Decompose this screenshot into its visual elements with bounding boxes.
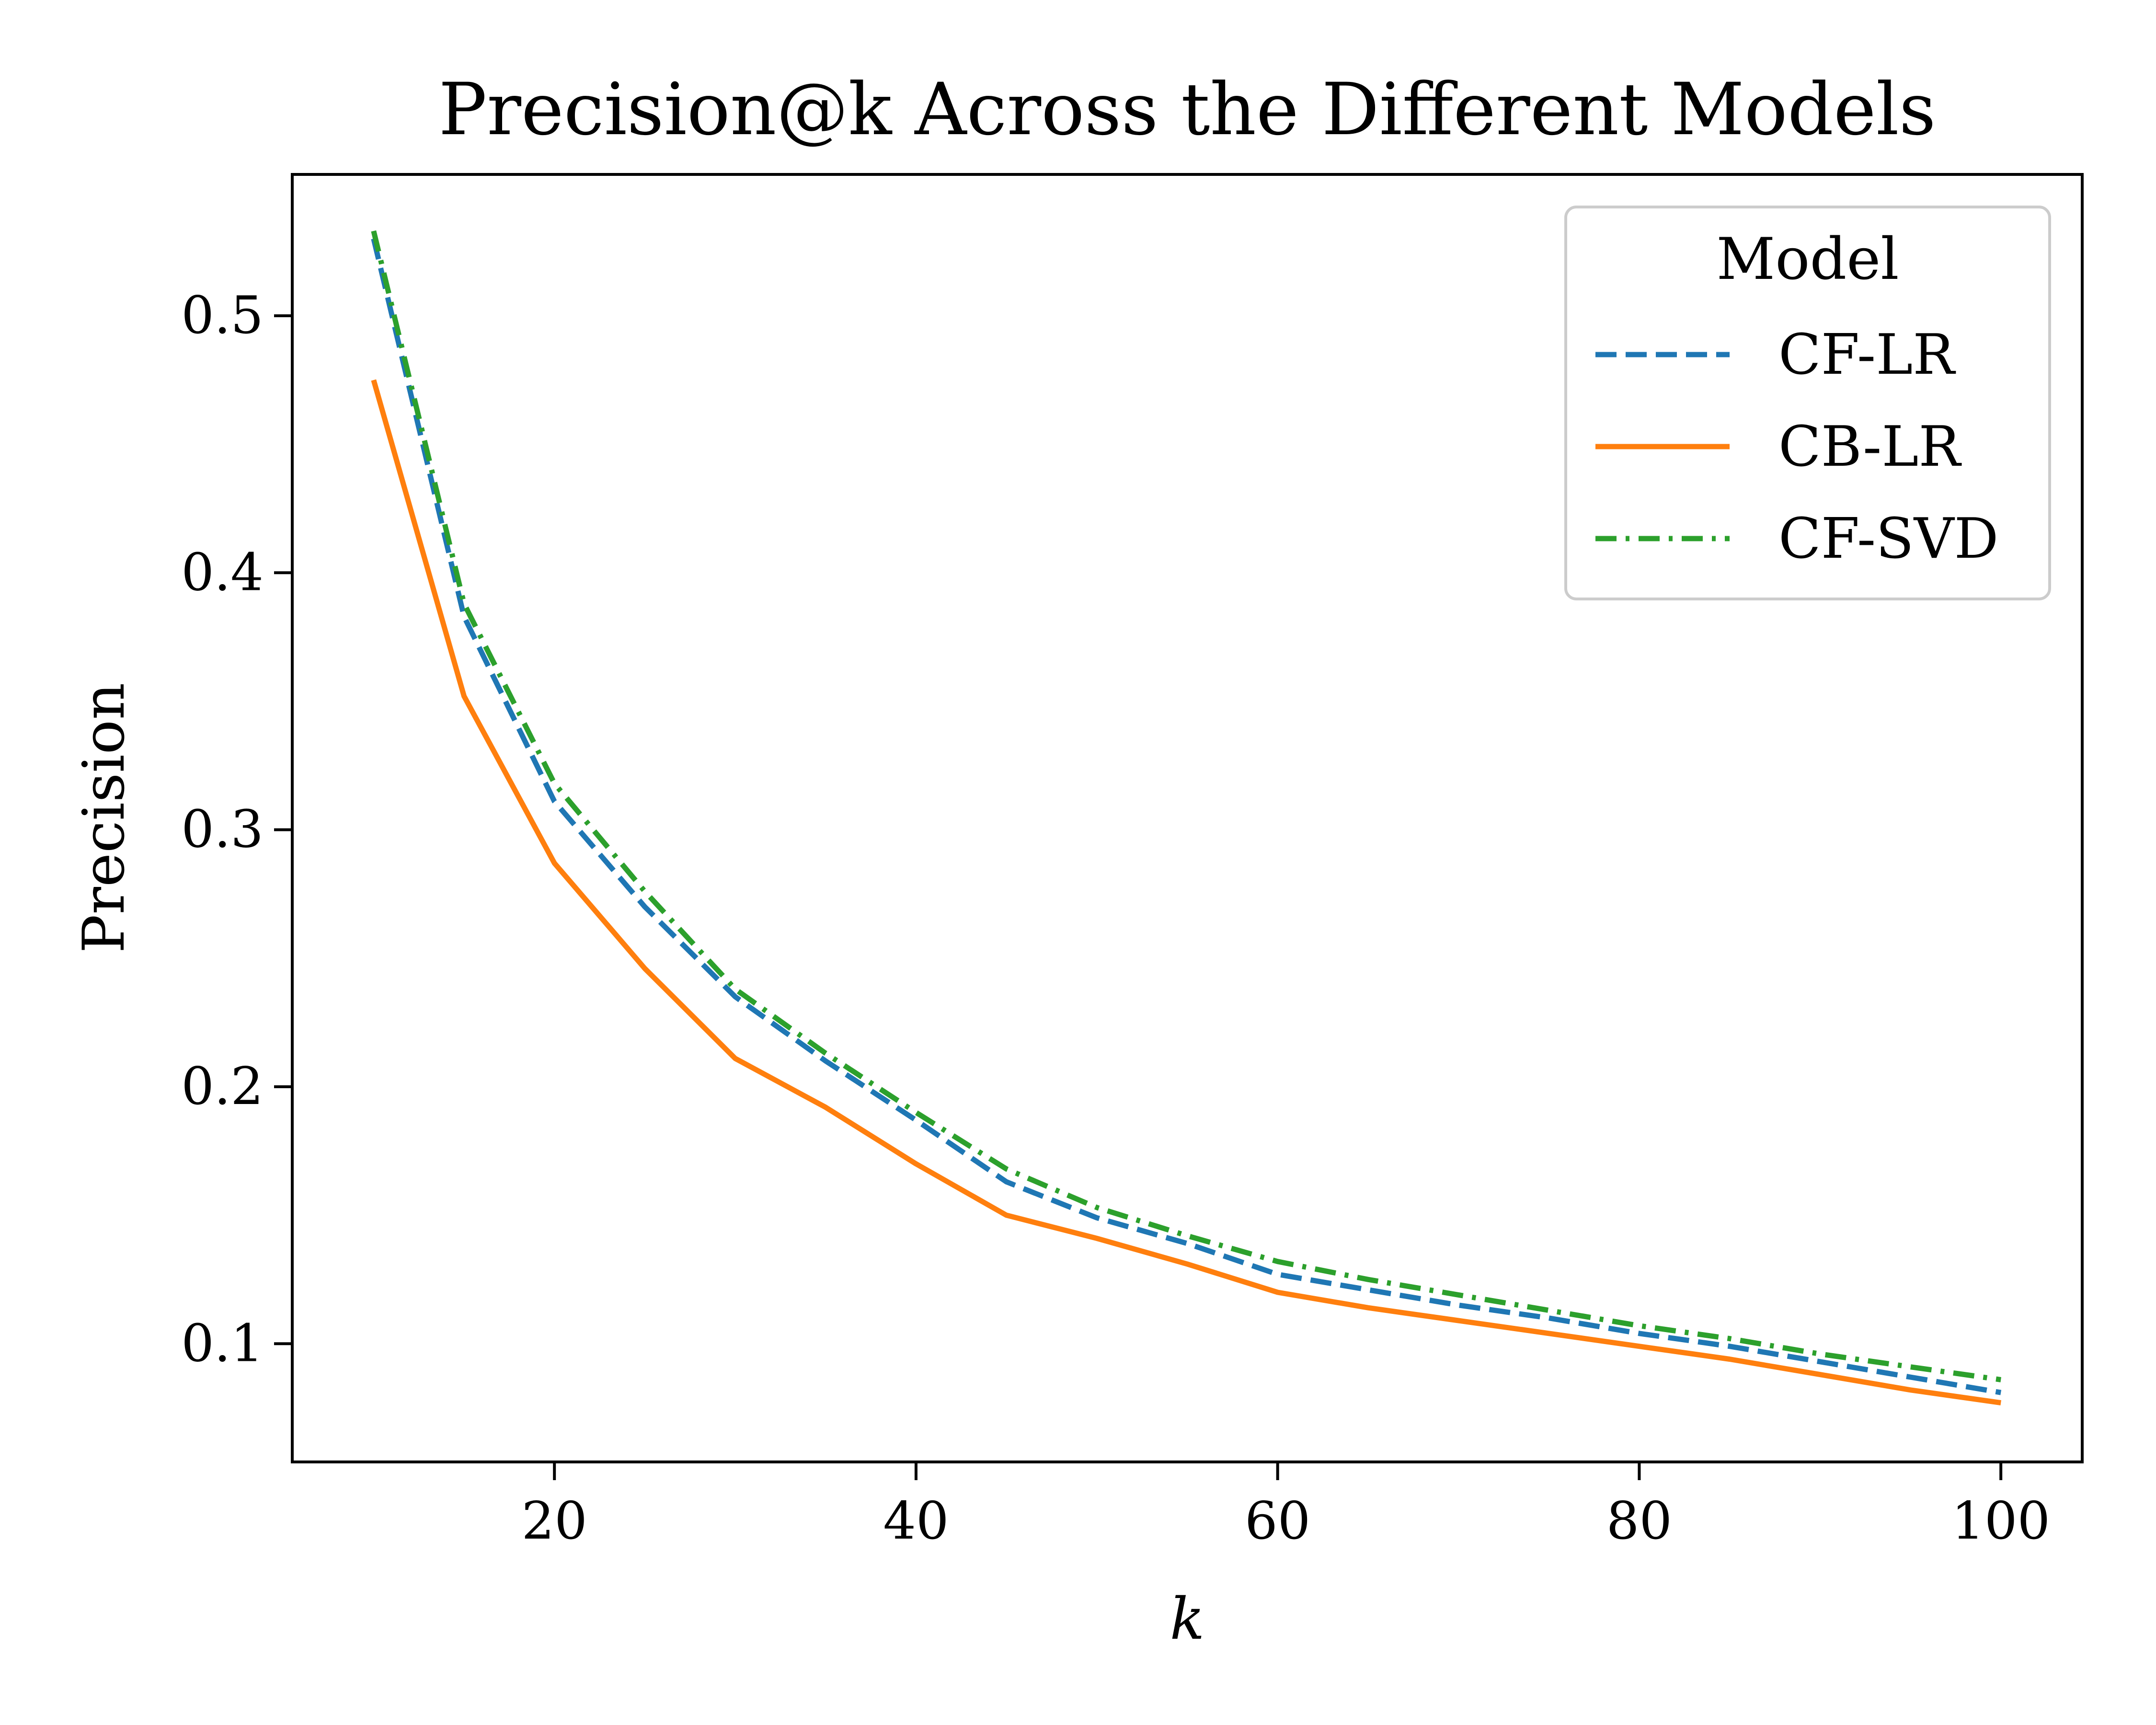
data-point-cf-lr-35 [823, 1058, 828, 1064]
data-point-cf-lr-70 [1456, 1302, 1461, 1308]
x-tick-label: 40 [883, 1491, 949, 1551]
data-point-cb-lr-65 [1365, 1305, 1371, 1311]
data-point-cf-svd-70 [1456, 1292, 1461, 1298]
legend-label-cb-lr: CB-LR [1778, 414, 1962, 479]
data-point-cb-lr-35 [823, 1104, 828, 1110]
data-point-cf-svd-65 [1365, 1276, 1371, 1282]
x-tick-label: 80 [1606, 1491, 1672, 1551]
data-point-cf-svd-25 [642, 888, 648, 894]
data-point-cf-lr-40 [913, 1117, 919, 1123]
legend-entry-cf-lr: CF-LR [1595, 322, 1956, 387]
x-axis-label: k [1170, 1586, 1205, 1653]
data-point-cb-lr-95 [1908, 1387, 1914, 1393]
y-tick-label: 0.2 [181, 1057, 264, 1116]
plot-frame [291, 173, 2084, 1463]
data-point-cf-lr-65 [1365, 1287, 1371, 1293]
x-tick-label: 20 [521, 1491, 587, 1551]
data-point-cf-lr-30 [733, 994, 738, 1000]
data-point-cb-lr-55 [1184, 1261, 1190, 1267]
data-point-cb-lr-15 [461, 693, 467, 699]
data-point-cf-svd-45 [1004, 1166, 1009, 1172]
data-point-cf-svd-90 [1817, 1351, 1823, 1357]
data-point-cf-svd-15 [461, 601, 467, 607]
data-point-cb-lr-50 [1094, 1235, 1100, 1241]
y-tick-label: 0.3 [181, 800, 264, 860]
data-point-cb-lr-100 [1998, 1400, 2004, 1406]
data-point-cb-lr-20 [551, 860, 557, 866]
chart-title: Precision@k Across the Different Models [438, 68, 1936, 151]
y-tick-label: 0.5 [181, 286, 264, 345]
legend-entry-cf-svd: CF-SVD [1595, 506, 1998, 571]
legend-label-cf-lr: CF-LR [1778, 322, 1956, 387]
series-layer [371, 228, 2004, 1406]
data-point-cb-lr-45 [1004, 1212, 1009, 1218]
data-point-cf-svd-20 [551, 781, 557, 786]
legend-entries: CF-LR CB-LR CF-SVD [1595, 322, 1998, 571]
series-cf-svd [371, 228, 2004, 1382]
series-line-cb-lr [371, 379, 2001, 1406]
data-point-cf-svd-75 [1546, 1308, 1552, 1313]
series-cb-lr [371, 377, 2004, 1406]
data-point-cb-lr-25 [642, 966, 648, 971]
data-point-cb-lr-90 [1817, 1372, 1823, 1378]
data-point-cb-lr-70 [1456, 1318, 1461, 1323]
data-point-cf-svd-95 [1908, 1364, 1914, 1370]
data-point-cf-lr-20 [551, 799, 557, 805]
y-tick-label: 0.1 [181, 1313, 264, 1373]
x-tick-label: 100 [1951, 1491, 2050, 1551]
legend-entry-cb-lr: CB-LR [1595, 414, 1962, 479]
x-tick-label: 60 [1245, 1491, 1310, 1551]
data-point-cb-lr-40 [913, 1161, 919, 1167]
series-cf-lr [371, 238, 2004, 1395]
legend-label-cf-svd: CF-SVD [1778, 506, 1998, 571]
data-point-cf-lr-90 [1817, 1359, 1823, 1365]
data-point-cf-lr-50 [1094, 1215, 1100, 1221]
data-point-cf-svd-55 [1184, 1233, 1190, 1239]
data-point-cf-svd-85 [1727, 1336, 1732, 1342]
data-point-cf-lr-85 [1727, 1344, 1732, 1349]
data-point-cf-lr-60 [1275, 1272, 1281, 1277]
data-point-cf-lr-45 [1004, 1179, 1009, 1184]
data-point-cf-svd-50 [1094, 1205, 1100, 1210]
data-point-cf-svd-10 [371, 228, 377, 234]
data-point-cf-lr-75 [1546, 1315, 1552, 1321]
legend-title: Model [1716, 226, 1899, 293]
data-point-cf-lr-80 [1636, 1331, 1642, 1336]
data-point-cf-svd-80 [1636, 1323, 1642, 1329]
data-point-cb-lr-30 [733, 1056, 738, 1061]
data-point-cb-lr-80 [1636, 1344, 1642, 1349]
y-tick-label: 0.4 [181, 542, 264, 602]
series-line-cf-lr [371, 238, 2002, 1395]
data-point-cf-svd-35 [823, 1050, 828, 1056]
data-point-cf-lr-55 [1184, 1241, 1190, 1246]
y-axis-label: Precision [71, 683, 138, 953]
data-point-cb-lr-60 [1275, 1289, 1281, 1295]
data-point-cb-lr-75 [1546, 1331, 1552, 1336]
data-point-cf-lr-95 [1908, 1374, 1914, 1380]
data-point-cf-svd-40 [913, 1110, 919, 1116]
legend: Model CF-LR CB-LR CF-SVD [1564, 206, 2051, 600]
data-point-cf-svd-100 [1998, 1377, 2004, 1382]
data-point-cb-lr-10 [371, 377, 377, 383]
data-point-cf-lr-100 [1998, 1390, 2004, 1395]
data-point-cb-lr-85 [1727, 1357, 1732, 1362]
data-point-cf-lr-15 [461, 614, 467, 620]
legend-box [1564, 206, 2051, 600]
data-point-cf-lr-25 [642, 904, 648, 910]
data-point-cf-svd-30 [733, 986, 738, 992]
series-line-cf-svd [371, 230, 2001, 1382]
tick-layer: 20 40 60 80 100 0.1 0.2 0.3 0.4 0.5 [181, 286, 2050, 1551]
data-point-cf-svd-60 [1275, 1259, 1281, 1265]
